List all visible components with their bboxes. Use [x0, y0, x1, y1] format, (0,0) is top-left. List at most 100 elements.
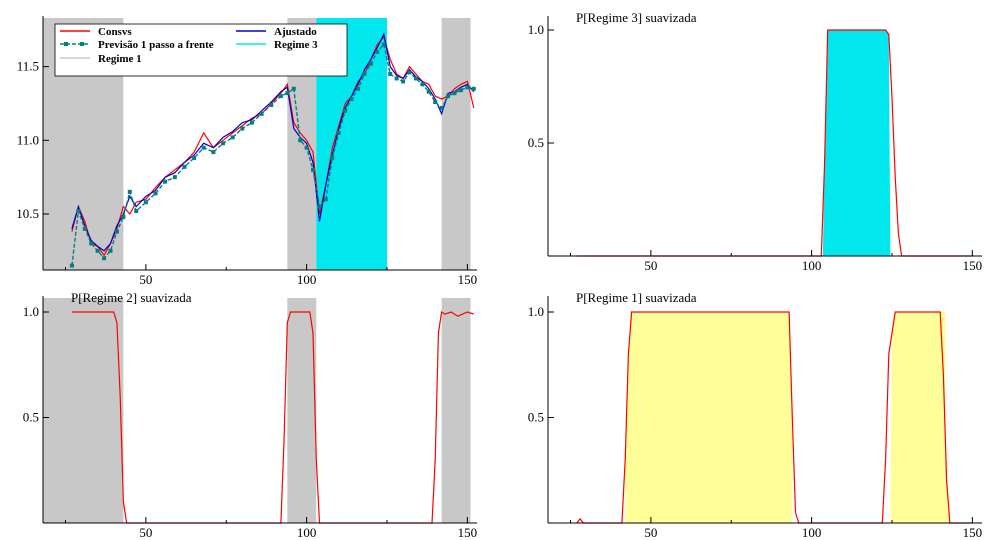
y-tick-label: 11.5: [17, 59, 39, 74]
forecast-marker: [240, 126, 245, 131]
forecast-marker: [285, 91, 290, 96]
forecast-marker: [269, 102, 274, 107]
forecast-marker: [108, 248, 113, 253]
x-tick-label: 150: [963, 258, 983, 273]
forecast-marker: [298, 138, 303, 143]
forecast-marker: [452, 91, 457, 96]
y-tick-label: 1.0: [528, 304, 544, 319]
forecast-marker: [368, 61, 373, 66]
forecast-marker: [102, 256, 107, 261]
y-tick-label: 1.0: [528, 22, 544, 37]
x-tick-label: 150: [458, 272, 478, 287]
forecast-marker: [446, 94, 451, 99]
chart-panel-1: 50 100 150 10.5 11.0 11.5 Consvs Ajustado Previs…: [16, 16, 477, 287]
forecast-marker: [249, 120, 254, 125]
chart-panel-4: 50 100 150 0.5 1.0 P[Regime 1] suavizada: [528, 290, 982, 540]
chart-panel-2: 50 100 150 0.5 1.0 P[Regime 3] suavizada: [528, 10, 982, 273]
forecast-marker: [182, 164, 187, 169]
forecast-marker: [201, 145, 206, 150]
forecast-marker: [356, 86, 361, 91]
forecast-marker: [230, 135, 235, 140]
forecast-marker: [471, 86, 476, 91]
forecast-marker: [121, 214, 126, 219]
forecast-marker: [330, 156, 335, 160]
series-line-3: [71, 42, 474, 266]
x-tick-label: 50: [139, 272, 152, 287]
y-tick-label: 0.5: [528, 135, 544, 150]
panel-title: P[Regime 1] suavizada: [576, 290, 697, 305]
series-line-1: [71, 35, 475, 257]
forecast-marker: [82, 226, 87, 231]
legend-box: [54, 23, 348, 77]
legend: Consvs Ajustado Previsão 1 passo a frente R…: [54, 23, 348, 77]
forecast-marker: [413, 76, 418, 81]
forecast-marker: [172, 175, 177, 180]
legend-marker: [64, 42, 68, 46]
forecast-marker: [433, 100, 438, 104]
panel-title: P[Regime 2] suavizada: [71, 290, 192, 305]
probability-fill-1: [43, 298, 124, 523]
forecast-marker: [127, 189, 132, 194]
forecast-marker: [343, 108, 348, 113]
legend-label-5: Regime 1: [98, 53, 142, 65]
legend-label-1: Consvs: [98, 26, 132, 38]
probability-fill-core-1: [629, 312, 788, 523]
forecast-marker: [143, 200, 148, 205]
y-tick-label: 10.5: [16, 206, 39, 221]
forecast-marker: [349, 97, 354, 102]
forecast-marker: [388, 72, 393, 76]
forecast-marker: [465, 85, 470, 90]
forecast-marker: [439, 105, 444, 110]
forecast-marker: [336, 130, 341, 135]
x-tick-label: 100: [297, 272, 317, 287]
series-line-1: [576, 29, 973, 257]
panel-title: P[Regime 3] suavizada: [576, 10, 697, 25]
forecast-marker: [211, 150, 216, 155]
y-tick-label: 11.0: [17, 132, 39, 147]
x-tick-label: 50: [139, 525, 152, 540]
forecast-marker: [401, 79, 406, 84]
forecast-marker: [304, 145, 309, 150]
probability-fill-2: [287, 298, 317, 523]
legend-label-4: Regime 3: [274, 39, 318, 51]
x-tick-label: 100: [802, 525, 822, 540]
x-tick-label: 50: [644, 258, 657, 273]
forecast-marker: [291, 86, 296, 91]
forecast-marker: [394, 76, 399, 81]
y-tick-label: 0.5: [23, 410, 39, 425]
probability-fill-3: [441, 298, 471, 523]
forecast-marker: [407, 70, 412, 75]
x-tick-label: 50: [644, 525, 657, 540]
x-tick-label: 100: [802, 258, 822, 273]
chart-panel-3: 50 100 150 0.5 1.0 P[Regime 2] suavizada: [23, 290, 477, 540]
y-tick-label: 0.5: [528, 410, 544, 425]
forecast-marker: [259, 111, 264, 116]
y-tick-label: 1.0: [23, 304, 39, 319]
probability-fill-core-2: [895, 312, 946, 523]
forecast-marker: [420, 82, 425, 87]
forecast-marker: [114, 229, 119, 234]
series-line-2: [71, 32, 475, 252]
forecast-marker: [278, 94, 283, 99]
forecast-marker: [375, 49, 380, 54]
forecast-marker: [426, 89, 431, 94]
forecast-marker: [458, 88, 463, 93]
regime-band-4: [441, 18, 471, 270]
forecast-marker: [192, 156, 197, 160]
probability-fill-core-1: [827, 30, 886, 256]
x-tick-label: 150: [963, 525, 983, 540]
forecast-marker: [317, 204, 322, 209]
forecast-marker: [69, 263, 74, 268]
forecast-marker: [134, 209, 139, 214]
legend-label-3: Previsão 1 passo a frente: [98, 39, 214, 51]
x-tick-label: 100: [297, 525, 317, 540]
legend-label-2: Ajustado: [274, 26, 317, 38]
forecast-marker: [362, 72, 367, 76]
forecast-marker: [323, 197, 328, 202]
forecast-marker: [381, 42, 386, 47]
forecast-marker: [89, 241, 94, 246]
forecast-marker: [95, 248, 100, 253]
forecast-marker: [163, 179, 168, 184]
forecast-marker: [153, 191, 158, 196]
